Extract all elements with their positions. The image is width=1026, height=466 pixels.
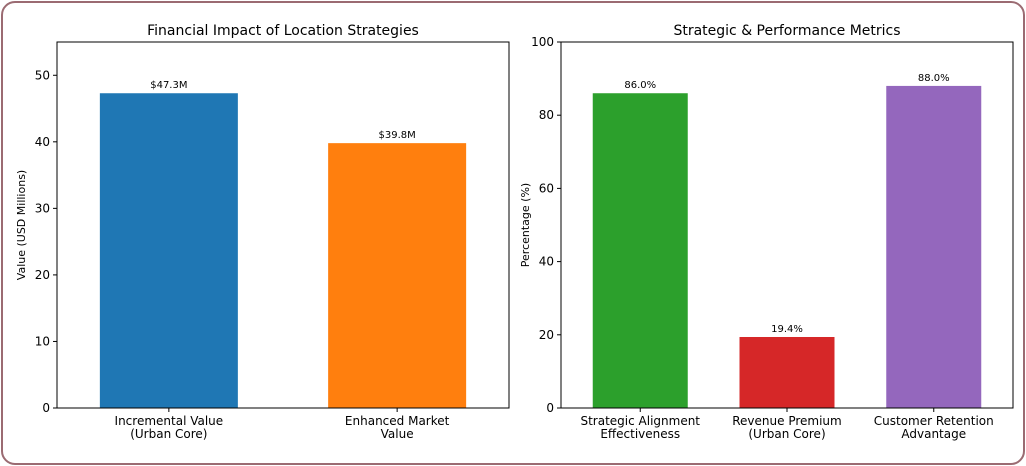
data-label-1: $47.3M: [150, 80, 187, 91]
y-axis-label: Percentage (%): [519, 183, 532, 267]
chart-title: Financial Impact of Location Strategies: [147, 23, 419, 39]
y-tick-label: 40: [35, 135, 50, 149]
bar-3: [886, 85, 982, 409]
y-tick-label: 100: [531, 35, 554, 49]
y-axis-label: Value (USD Millions): [15, 170, 28, 280]
y-tick-label: 30: [35, 201, 50, 215]
bar-2: [328, 143, 467, 408]
y-tick-label: 0: [42, 401, 50, 415]
chart-panel-2: 86.0% 19.4% 88.0% 0 20 40 60 80 100 Strategic Ali…: [519, 23, 1014, 441]
y-tick-label: 40: [539, 255, 554, 269]
y-tick-label: 10: [35, 334, 50, 348]
y-tick-label: 20: [539, 328, 554, 342]
chart-panel-1: $47.3M $39.8M 0 10 20 30 40 50 Incremental Value…: [15, 23, 510, 441]
data-label-3: 88.0%: [918, 73, 950, 84]
bar-2: [739, 336, 835, 408]
y-tick-label: 80: [539, 108, 554, 122]
x-tick-label-3: Customer Retention Advantage: [874, 414, 994, 441]
data-label-1: 86.0%: [624, 80, 656, 91]
y-tick-label: 20: [35, 268, 50, 282]
data-label-2: 19.4%: [771, 324, 803, 335]
data-label-2: $39.8M: [379, 130, 416, 141]
plot-area-border: [56, 41, 510, 409]
bar-1: [99, 93, 238, 409]
x-tick-label-1: Incremental Value (Urban Core): [115, 414, 224, 441]
x-tick-label-2: Revenue Premium (Urban Core): [732, 414, 841, 441]
x-tick-label-1: Strategic Alignment Effectiveness: [580, 414, 700, 441]
y-tick-label: 0: [546, 401, 554, 415]
y-tick-label: 50: [35, 68, 50, 82]
x-tick-label-2: Enhanced Market Value: [345, 414, 450, 441]
y-tick-label: 60: [539, 181, 554, 195]
chart-title: Strategic & Performance Metrics: [673, 23, 900, 39]
bar-1: [592, 93, 688, 409]
